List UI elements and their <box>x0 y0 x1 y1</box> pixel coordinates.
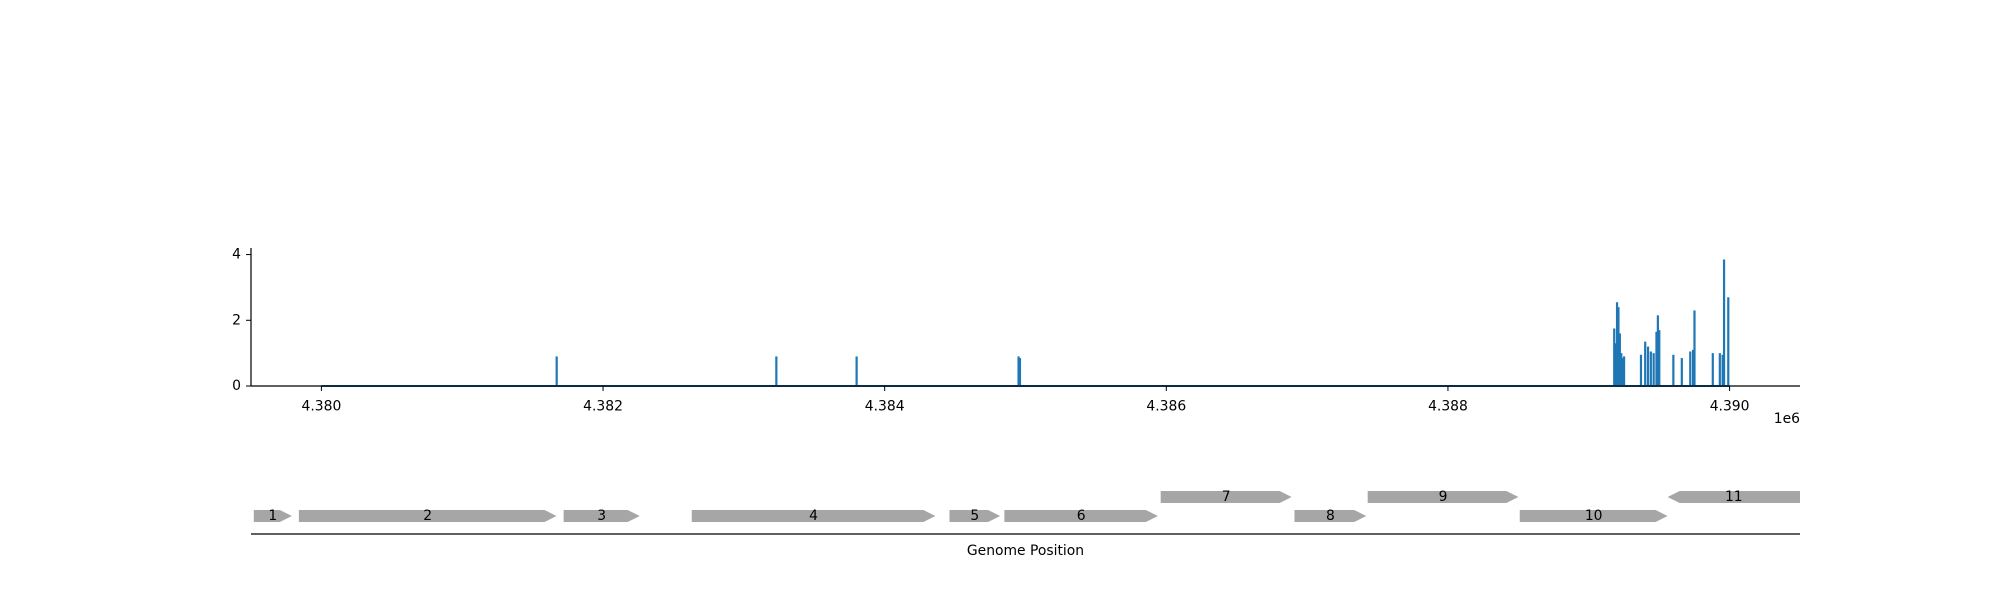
gene-arrow <box>1367 491 1519 503</box>
gene-feature: 5 <box>949 508 1001 524</box>
coverage-bar <box>1615 302 1619 386</box>
gene-label: 1 <box>268 508 277 524</box>
gene-feature: 2 <box>298 508 557 524</box>
gene-feature: 8 <box>1294 508 1367 524</box>
x-tick-label: 4.380 <box>302 399 342 415</box>
gene-arrow <box>1294 510 1367 522</box>
coverage-bar <box>1644 341 1647 386</box>
coverage-bar <box>855 356 858 386</box>
coverage-bar <box>1646 346 1650 386</box>
gene-label: 11 <box>1725 489 1743 505</box>
y-tick-label: 2 <box>232 312 241 328</box>
gene-feature: 4 <box>691 508 936 524</box>
coverage-bar <box>1652 353 1655 386</box>
gene-label: 2 <box>423 508 432 524</box>
x-tick-label: 4.388 <box>1428 399 1468 415</box>
gene-arrow <box>949 510 1001 522</box>
gene-label: 8 <box>1326 508 1335 524</box>
x-offset-label: 1e6 <box>1774 411 1800 427</box>
coverage-bar <box>1621 358 1624 386</box>
coverage-bar <box>1691 349 1695 386</box>
coverage-bar <box>1613 328 1616 386</box>
gene-arrow <box>1004 510 1158 522</box>
y-tick-label: 0 <box>232 378 241 394</box>
coverage-bar <box>1656 315 1659 386</box>
gene-label: 6 <box>1077 508 1086 524</box>
coverage-bar <box>1649 351 1652 386</box>
coverage-bar <box>1689 351 1692 386</box>
gene-arrow <box>1160 491 1292 503</box>
coverage-bar <box>1680 358 1683 386</box>
gene-arrow <box>298 510 557 522</box>
gene-arrow <box>1667 491 1800 503</box>
coverage-bar <box>1722 259 1726 386</box>
gene-label: 7 <box>1222 489 1231 505</box>
gene-feature: 3 <box>563 508 640 524</box>
coverage-bar <box>775 356 778 386</box>
gene-label: 10 <box>1585 508 1603 524</box>
x-tick-label: 4.386 <box>1146 399 1186 415</box>
x-tick-label: 4.384 <box>865 399 905 415</box>
gene-label: 9 <box>1439 489 1448 505</box>
gene-feature: 10 <box>1519 508 1668 524</box>
coverage-bar <box>1018 358 1022 386</box>
coverage-bar <box>1655 331 1658 386</box>
gene-map-x-axis-label: Genome Position <box>967 543 1084 559</box>
gene-feature: 11 <box>1667 489 1800 505</box>
coverage-bar <box>1017 356 1020 386</box>
coverage-bar <box>1672 354 1675 386</box>
coverage-bar <box>1620 353 1623 386</box>
coverage-bar <box>1617 307 1620 386</box>
gene-label: 4 <box>809 508 818 524</box>
gene-label: 3 <box>597 508 606 524</box>
coverage-axes: 0 2 4 4.380 4.382 4.384 4.386 4.388 4.390 <box>232 247 1800 415</box>
coverage-bar <box>1618 333 1621 386</box>
coverage-bar <box>1718 353 1721 386</box>
gene-feature: 1 <box>253 508 292 524</box>
coverage-bar <box>1727 297 1730 386</box>
coverage-bar <box>1622 356 1626 386</box>
y-tick-label: 4 <box>232 247 241 263</box>
gene-feature: 6 <box>1004 508 1158 524</box>
coverage-plot: 0 2 4 4.380 4.382 4.384 4.386 4.388 4.390 1e6 <box>232 247 1800 427</box>
x-tick-label: 4.390 <box>1710 399 1750 415</box>
coverage-bar <box>1614 343 1617 386</box>
coverage-bar <box>1711 353 1714 386</box>
gene-arrow <box>691 510 936 522</box>
coverage-bar <box>1658 330 1661 386</box>
x-tick-label: 4.382 <box>583 399 623 415</box>
gene-map: 1 2 3 4 5 6 7 8 9 10 11 <box>253 489 1800 524</box>
gene-arrow <box>1519 510 1668 522</box>
coverage-bar <box>1693 310 1696 386</box>
gene-label: 5 <box>970 508 979 524</box>
gene-arrow <box>253 510 292 522</box>
gene-feature: 9 <box>1367 489 1519 505</box>
coverage-bar <box>1721 354 1724 386</box>
gene-arrow <box>563 510 640 522</box>
gene-feature: 7 <box>1160 489 1292 505</box>
coverage-bar <box>555 356 558 386</box>
coverage-bar <box>1639 354 1643 386</box>
